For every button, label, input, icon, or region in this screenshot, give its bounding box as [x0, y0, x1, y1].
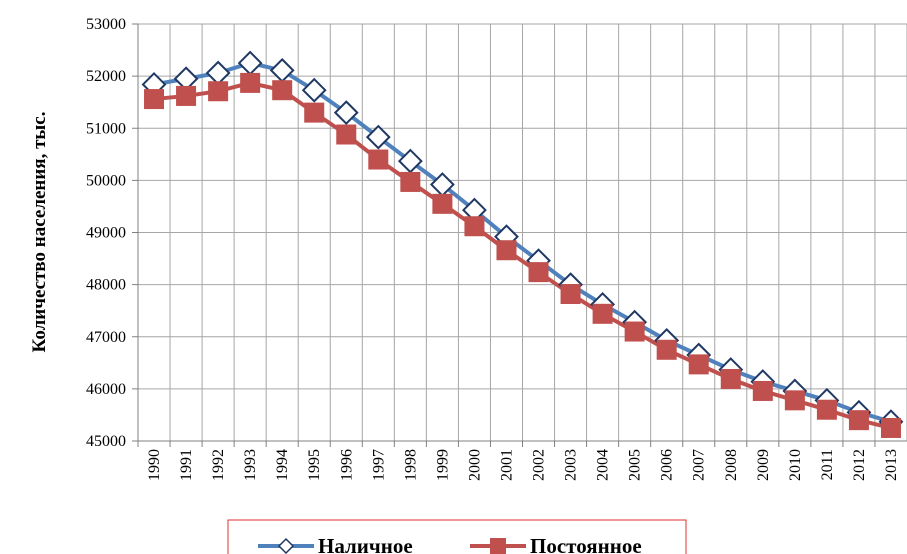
marker — [336, 124, 357, 145]
marker — [272, 80, 293, 101]
x-tick-label: 1999 — [434, 449, 451, 481]
y-tick-label: 47000 — [86, 329, 126, 346]
x-tick-label: 2013 — [883, 449, 900, 481]
y-tick-label: 51000 — [86, 120, 126, 137]
y-tick-label: 52000 — [86, 68, 126, 85]
marker — [816, 399, 837, 420]
x-tick-label: 1994 — [274, 449, 291, 481]
x-tick-label: 1998 — [402, 449, 419, 481]
x-tick-label: 2006 — [659, 449, 676, 481]
marker — [301, 77, 327, 103]
marker — [688, 354, 709, 375]
marker — [880, 417, 901, 438]
x-tick-label: 2012 — [851, 449, 868, 481]
legend-label: Постоянное — [530, 534, 642, 554]
marker — [720, 368, 741, 389]
x-tick-label: 2007 — [691, 449, 708, 481]
marker — [528, 262, 549, 283]
marker — [624, 321, 645, 342]
y-tick-label: 48000 — [86, 277, 126, 294]
x-tick-label: 1995 — [306, 449, 323, 481]
x-tick-label: 1993 — [242, 449, 259, 481]
x-tick-label: 2011 — [819, 449, 836, 480]
x-tick-label: 2008 — [723, 449, 740, 481]
y-axis-label: Количество населения, тыс. — [29, 112, 50, 353]
marker — [333, 100, 359, 126]
marker — [400, 171, 421, 192]
marker — [365, 124, 391, 150]
x-tick-label: 2000 — [466, 449, 483, 481]
x-tick-label: 1991 — [178, 449, 195, 481]
y-tick-label: 45000 — [86, 433, 126, 450]
marker — [176, 85, 197, 106]
marker — [368, 149, 389, 170]
y-tick-label: 46000 — [86, 381, 126, 398]
x-tick-label: 2003 — [563, 449, 580, 481]
marker — [240, 72, 261, 93]
legend-box — [227, 519, 687, 554]
x-tick-label: 1996 — [338, 449, 355, 481]
legend-label: Наличное — [318, 534, 413, 554]
x-tick-label: 2009 — [755, 449, 772, 481]
x-tick-label: 2010 — [787, 449, 804, 481]
y-tick-label: 49000 — [86, 225, 126, 242]
marker — [144, 89, 165, 110]
marker — [560, 284, 581, 305]
marker — [496, 240, 517, 261]
marker — [269, 57, 295, 83]
marker — [205, 60, 231, 86]
marker — [432, 193, 453, 214]
y-tick-label: 50000 — [86, 172, 126, 189]
x-tick-label: 2004 — [595, 449, 612, 481]
marker — [304, 102, 325, 123]
x-tick-label: 1997 — [370, 449, 387, 481]
marker — [208, 81, 229, 102]
x-tick-label: 2001 — [498, 449, 515, 481]
marker — [592, 303, 613, 324]
x-tick-label: 2005 — [627, 449, 644, 481]
marker — [464, 216, 485, 237]
legend-marker — [490, 538, 506, 554]
legend-marker — [277, 537, 295, 554]
marker — [237, 50, 263, 76]
legend: Наличное Постоянное — [227, 519, 687, 554]
x-tick-label: 2002 — [531, 449, 548, 481]
marker — [784, 390, 805, 411]
marker — [752, 380, 773, 401]
x-tick-label: 1992 — [210, 449, 227, 481]
marker — [848, 410, 869, 431]
marker — [656, 339, 677, 360]
x-tick-label: 1990 — [146, 449, 163, 481]
y-tick-label: 53000 — [86, 16, 126, 33]
